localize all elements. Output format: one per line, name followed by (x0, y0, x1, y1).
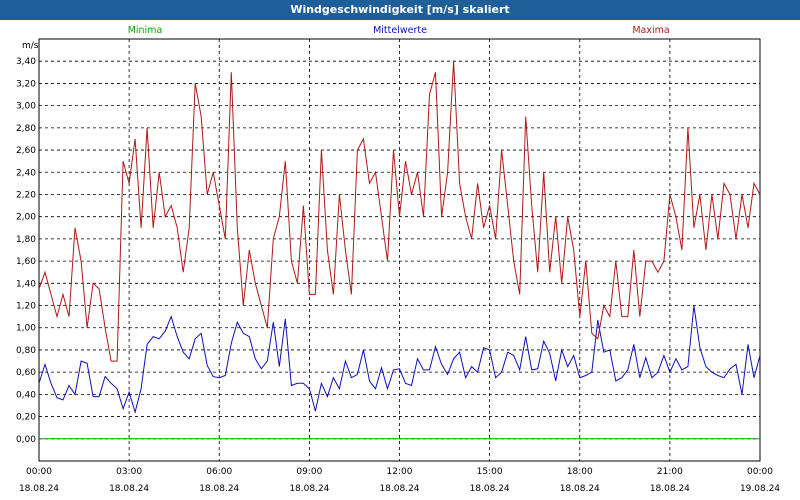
y-tick-label: 0,20 (16, 413, 36, 423)
y-tick-label: 1,60 (16, 257, 36, 267)
series-layer (38, 61, 761, 440)
x-tick-date: 18.08.24 (379, 484, 419, 494)
y-tick-label: 1,00 (16, 324, 36, 334)
x-tick-time: 12:00 (387, 467, 413, 477)
legend-mittelwerte: Mittelwerte (373, 25, 427, 36)
x-tick-date: 18.08.24 (470, 484, 510, 494)
y-tick-label: 2,40 (16, 168, 36, 178)
y-tick-label: 0,40 (16, 390, 36, 400)
y-tick-label: 0,80 (16, 346, 36, 356)
y-tick-label: 2,00 (16, 213, 36, 223)
x-tick-time: 21:00 (657, 467, 683, 477)
x-tick-time: 00:00 (26, 467, 52, 477)
y-axis: 0,00 0,20 0,40 0,60 0,80 1,00 1,20 1,40 1,60 1,80… (16, 57, 36, 445)
x-tick-time: 03:00 (116, 467, 142, 477)
legend-maxima: Maxima (632, 25, 669, 36)
y-tick-label: 1,80 (16, 235, 36, 245)
y-tick-label: 3,20 (16, 79, 36, 89)
y-tick-label: 2,80 (16, 124, 36, 134)
y-tick-label: 3,40 (16, 57, 36, 67)
chart: 0,00 0,20 0,40 0,60 0,80 1,00 1,20 1,40 1,60 1,80… (16, 25, 780, 494)
y-tick-label: 1,40 (16, 279, 36, 289)
x-tick-date: 18.08.24 (109, 484, 149, 494)
legend-minima: Minima (128, 25, 163, 36)
x-tick-date: 18.08.24 (199, 484, 239, 494)
window-title: Windgeschwindigkeit [m/s] skaliert (0, 0, 800, 20)
y-tick-label: 2,60 (16, 146, 36, 156)
x-tick-time: 00:00 (747, 467, 773, 477)
x-tick-date: 19.08.24 (740, 484, 780, 494)
y-tick-label: 3,00 (16, 102, 36, 112)
x-tick-time: 15:00 (477, 467, 503, 477)
series-maxima-line (38, 61, 761, 362)
x-tick-time: 09:00 (296, 467, 322, 477)
x-tick-date: 18.08.24 (560, 484, 600, 494)
x-tick-time: 06:00 (206, 467, 232, 477)
series-mittelwerte-line (38, 305, 761, 414)
x-tick-date: 18.08.24 (19, 484, 59, 494)
x-tick-time: 18:00 (567, 467, 593, 477)
x-tick-date: 18.08.24 (650, 484, 690, 494)
x-tick-date: 18.08.24 (289, 484, 329, 494)
y-axis-label: m/s (22, 41, 39, 51)
y-tick-label: 0,00 (16, 435, 36, 445)
y-tick-label: 2,20 (16, 190, 36, 200)
y-tick-label: 0,60 (16, 368, 36, 378)
y-tick-label: 1,20 (16, 302, 36, 312)
x-axis: 00:00 18.08.24 03:00 18.08.24 06:00 18.08.24 0… (19, 467, 780, 494)
